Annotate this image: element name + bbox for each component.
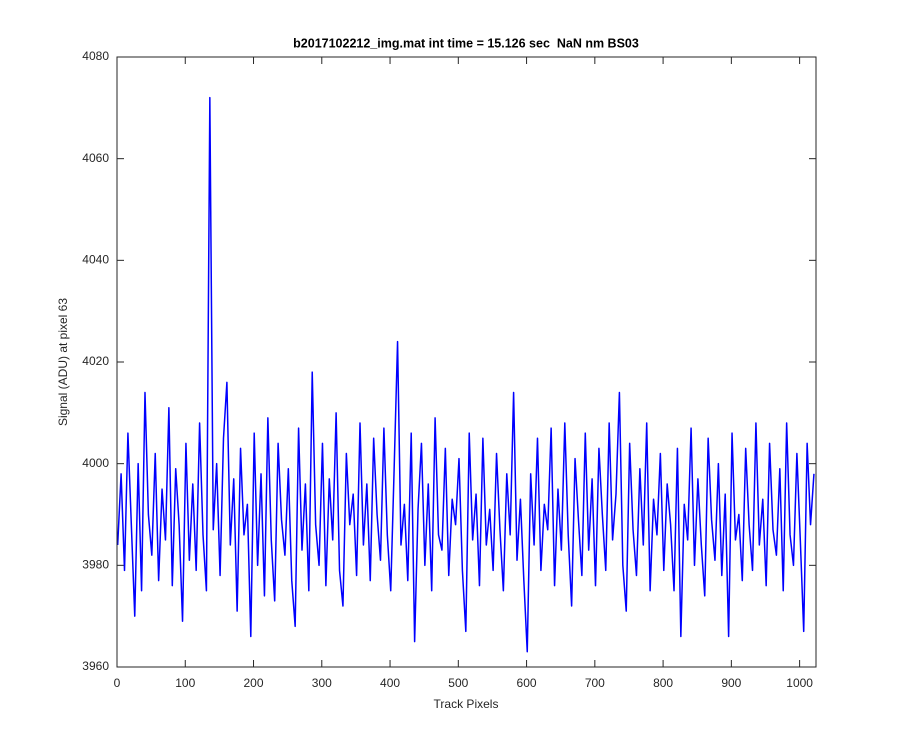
x-tick-label: 700 <box>585 676 605 690</box>
x-axis-label: Track Pixels <box>434 697 499 711</box>
y-tick-label: 4080 <box>82 49 109 63</box>
y-tick-label: 3980 <box>82 558 109 572</box>
data-line <box>116 96 815 653</box>
y-tick-label: 4020 <box>82 354 109 368</box>
x-tick-label: 900 <box>721 676 741 690</box>
x-tick-label: 500 <box>448 676 468 690</box>
x-tick-label: 100 <box>175 676 195 690</box>
y-tick-label: 4060 <box>82 151 109 165</box>
x-tick-label: 0 <box>114 676 121 690</box>
x-tick-label: 300 <box>312 676 332 690</box>
y-axis-label: Signal (ADU) at pixel 63 <box>56 298 70 426</box>
chart-title: b2017102212_img.mat int time = 15.126 se… <box>293 36 639 50</box>
x-tick-label: 1000 <box>786 676 813 690</box>
x-tick-label: 400 <box>380 676 400 690</box>
y-tick-label: 3960 <box>82 659 109 673</box>
x-tick-label: 800 <box>653 676 673 690</box>
y-tick-label: 4040 <box>82 253 109 267</box>
x-tick-label: 200 <box>244 676 264 690</box>
x-tick-label: 600 <box>517 676 537 690</box>
axes-box <box>116 56 817 668</box>
y-tick-label: 4000 <box>82 456 109 470</box>
